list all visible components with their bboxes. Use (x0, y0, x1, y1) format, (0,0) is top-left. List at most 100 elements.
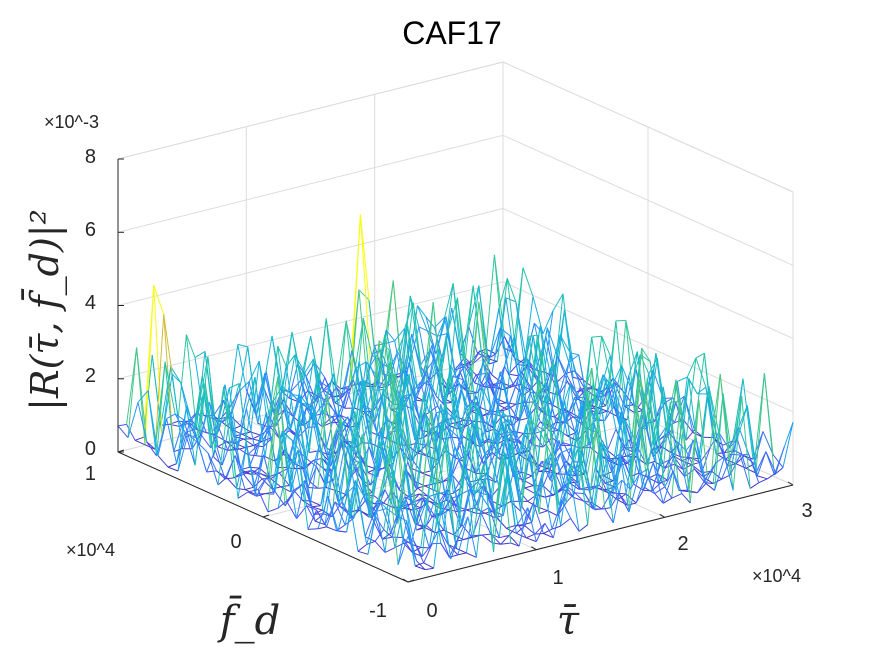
mesh-edge (517, 424, 527, 489)
mesh-edge (263, 454, 275, 495)
mesh-edge (301, 402, 313, 406)
mesh-edge (164, 361, 176, 414)
mesh-edge (353, 434, 363, 519)
mesh-edge (127, 347, 138, 438)
mesh-edge (436, 316, 447, 337)
mesh-edge (238, 381, 250, 392)
mesh-edge (635, 473, 647, 504)
mesh-edge (529, 381, 541, 410)
mesh-edge (560, 517, 571, 527)
mesh-edge (393, 470, 405, 544)
mesh-edge (504, 334, 516, 367)
mesh-edge (672, 470, 683, 494)
mesh-edge (739, 454, 751, 489)
mesh-edge (568, 448, 579, 469)
mesh-edge (429, 385, 441, 434)
mesh-edge (157, 418, 168, 456)
mesh-edge (481, 355, 493, 376)
mesh-edge (137, 390, 149, 403)
mesh-edge (572, 400, 583, 462)
mesh-edge (243, 473, 255, 488)
mesh-edge (528, 334, 538, 337)
mesh-edge (304, 480, 316, 522)
mesh-edge (575, 388, 587, 393)
mesh-edge (473, 463, 485, 536)
mesh-edge (374, 529, 385, 542)
mesh-edge (440, 403, 450, 429)
mesh-edge (456, 297, 468, 391)
mesh-edge (526, 533, 536, 539)
mesh-edge (504, 365, 514, 385)
mesh-edge (357, 550, 369, 555)
mesh-edge (561, 383, 571, 446)
mesh-edge (767, 472, 777, 480)
mesh-edge (418, 326, 428, 332)
mesh-edge (552, 360, 564, 443)
mesh-edge (127, 402, 139, 438)
mesh-edge (604, 389, 616, 421)
mesh-edge (442, 411, 454, 494)
mesh-edge (648, 477, 660, 484)
mesh-edge (541, 452, 552, 479)
mesh-edge (655, 423, 666, 487)
mesh-edge (334, 501, 346, 526)
mesh-edge (495, 366, 506, 399)
y-exponent: ×10^4 (66, 540, 115, 560)
mesh-edge (479, 372, 490, 408)
mesh-edge (530, 392, 539, 394)
mesh-edge (449, 509, 458, 513)
mesh-edge (170, 366, 182, 384)
mesh-edge (514, 357, 525, 364)
mesh-edge (267, 408, 278, 512)
mesh-edge (333, 395, 344, 398)
mesh-edge (662, 497, 673, 504)
y-tick-0: 0 (230, 531, 241, 553)
mesh-edge (526, 335, 538, 419)
mesh-edge (480, 507, 490, 513)
x-exponent: ×10^4 (752, 566, 801, 586)
mesh-edge (274, 433, 285, 492)
mesh-edge (532, 335, 544, 388)
mesh-edge (641, 428, 653, 491)
mesh-edge (423, 543, 433, 564)
mesh-edge (488, 360, 498, 365)
mesh-edge (266, 408, 278, 478)
mesh-edge (511, 437, 523, 507)
mesh-edge (478, 409, 490, 451)
mesh-edge (541, 461, 551, 481)
mesh-edge (481, 386, 491, 407)
mesh-edge (736, 438, 747, 469)
mesh-edge (174, 413, 184, 421)
mesh-edge (397, 520, 408, 565)
mesh-edge (300, 451, 312, 502)
mesh-edge (532, 502, 544, 534)
mesh-edge (649, 361, 661, 446)
mesh-edge (634, 439, 646, 488)
mesh-edge (491, 374, 503, 383)
mesh-edge (374, 334, 386, 423)
mesh-edge (538, 510, 548, 514)
mesh-edge (515, 396, 526, 440)
mesh-edge (746, 405, 758, 476)
mesh-edge (413, 540, 425, 564)
mesh-edge (478, 301, 490, 373)
mesh-edge (314, 400, 326, 416)
mesh-edge (291, 331, 303, 382)
mesh-edge (335, 387, 346, 409)
mesh-edge (257, 489, 269, 513)
mesh-edge (351, 380, 362, 418)
mesh-edge (406, 520, 418, 562)
mesh-edge (254, 454, 265, 495)
mesh-edge (435, 442, 446, 494)
mesh-edge (671, 493, 683, 499)
mesh-edge (164, 361, 175, 452)
mesh-edge (418, 496, 429, 514)
mesh-edge (374, 540, 386, 553)
mesh-edge (468, 481, 479, 491)
mesh-edge (615, 319, 626, 322)
mesh-edge (528, 456, 540, 514)
mesh-edge (364, 513, 375, 537)
mesh-edge (229, 383, 240, 389)
mesh-edge (489, 308, 500, 357)
z-tick-2: 2 (85, 365, 96, 387)
